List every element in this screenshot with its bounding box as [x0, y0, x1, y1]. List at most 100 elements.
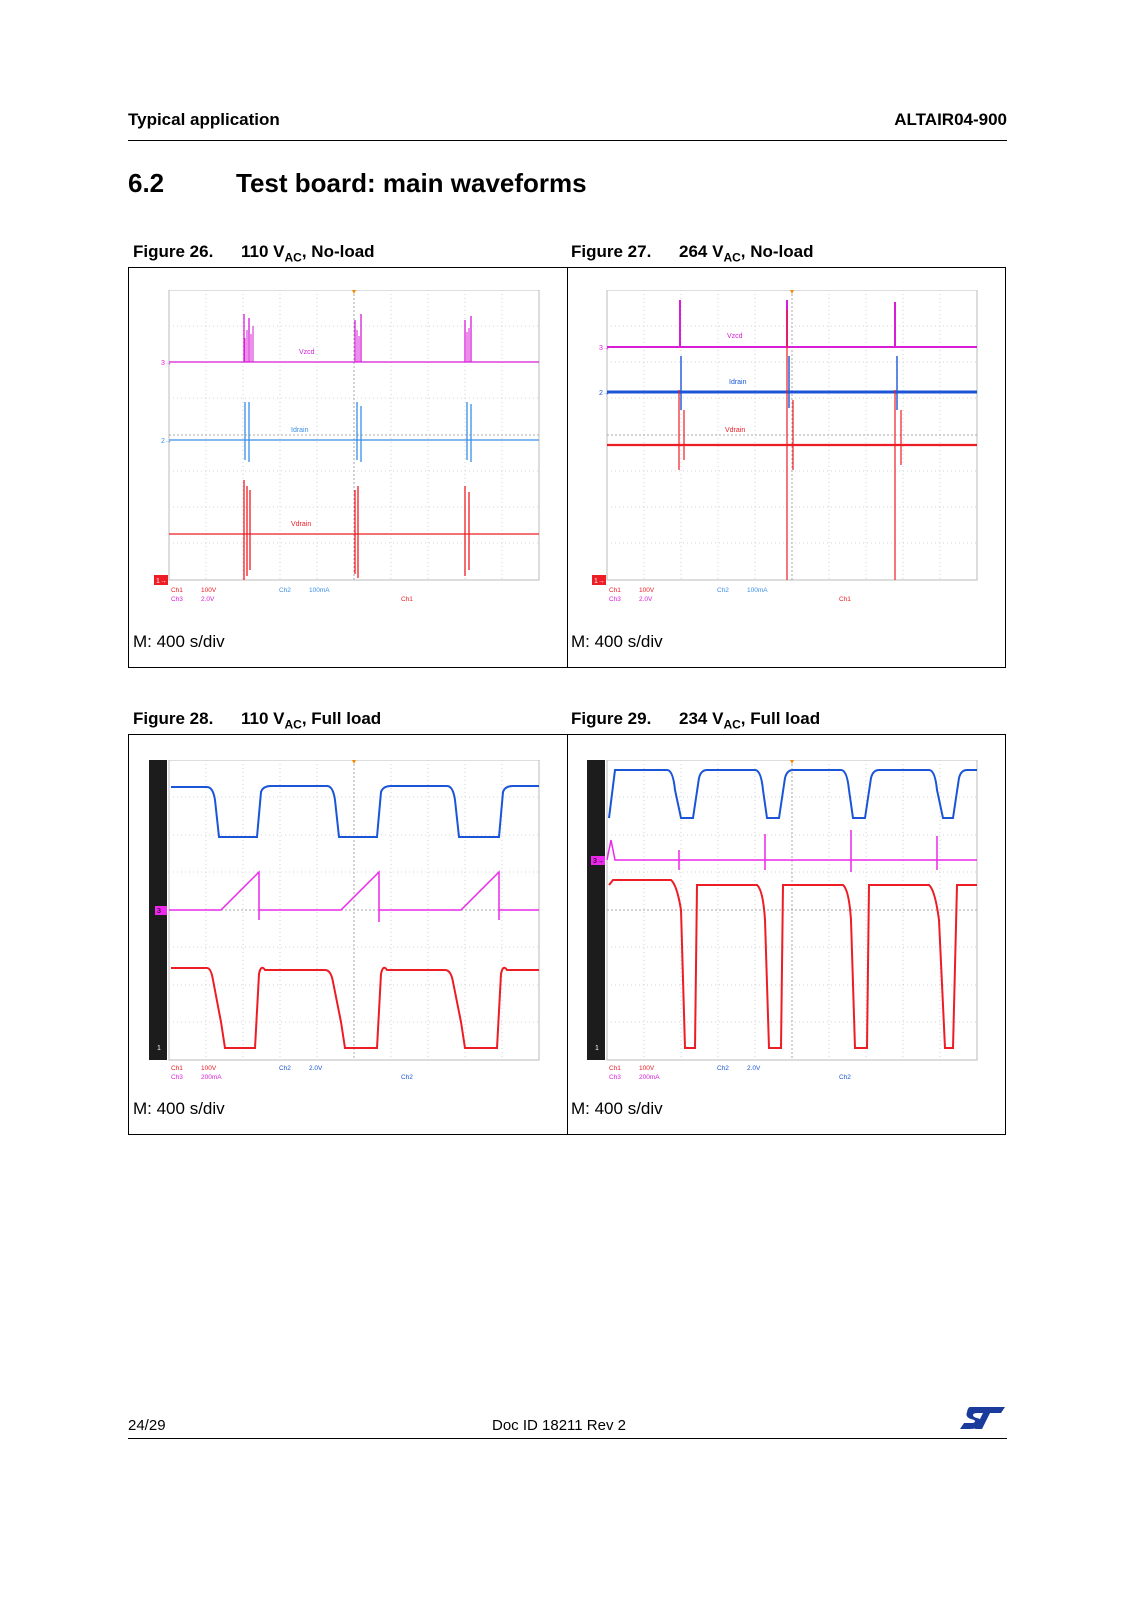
figure-27-voltage: 264 V [679, 242, 724, 261]
readout-ch1-scale: 100V [201, 587, 217, 594]
readout-trigger: Ch2 [401, 1074, 413, 1081]
figure-27-label: Figure 27. [571, 242, 652, 261]
figure-26-trace-label-idrain: Idrain [291, 427, 309, 434]
figure-28-caption: Figure 28. 110 VAC, Full load [133, 709, 381, 731]
readout-ch3: Ch3 [609, 596, 621, 603]
readout-ch2: Ch2 [717, 1065, 729, 1072]
readout-ch2: Ch2 [279, 1065, 291, 1072]
header-rule [128, 140, 1007, 141]
figure-26-suffix: , No-load [301, 242, 375, 261]
st-logo-icon [960, 1407, 1005, 1429]
figure-divider [567, 735, 568, 1134]
figure-26-scope: 3→ 2→ 1→ Vzcd Idrain Vdrain Ch1 100V Ch2… [154, 290, 540, 603]
scope-grid [168, 290, 540, 581]
figure-29-caption: Figure 29. 234 VAC, Full load [571, 709, 820, 731]
figure-26-trace-label-vdrain: Vdrain [291, 521, 311, 528]
trace-vdrain [607, 310, 977, 580]
figure-29-suffix: , Full load [740, 709, 821, 728]
trace-magenta [169, 870, 539, 922]
header-right: ALTAIR04-900 [894, 110, 1007, 129]
trace-red [608, 879, 977, 1049]
channel-markers: 3→ 2→ 1→ [592, 345, 610, 585]
trace-vdrain [169, 480, 539, 580]
readout-ch3-scale: 2.0V [201, 596, 215, 603]
readout-ch2: Ch2 [717, 587, 729, 594]
figure-27-voltage-sub: AC [723, 250, 741, 265]
figure-26-readout: Ch1 100V Ch2 100mA Ch3 2.0V Ch1 [171, 587, 413, 603]
svg-text:1→: 1→ [156, 578, 167, 585]
channel-markers: 3 1 [155, 906, 167, 1052]
figure-27-readout: Ch1 100V Ch2 100mA Ch3 2.0V Ch1 [609, 587, 851, 603]
figure-26-label: Figure 26. [133, 242, 214, 261]
figure-28-scope: 3 1 Ch1 100V Ch2 2.0V Ch3 200mA Ch2 [149, 760, 540, 1081]
readout-ch2-scale: 100mA [309, 587, 330, 594]
figure-28-label: Figure 28. [133, 709, 214, 728]
figure-divider [567, 268, 568, 667]
figure-28-readout: Ch1 100V Ch2 2.0V Ch3 200mA Ch2 [171, 1065, 413, 1081]
channel-markers: 3→ 1 [591, 856, 605, 1052]
figure-row-fullload: 3 1 Ch1 100V Ch2 2.0V Ch3 200mA Ch2 M: 4… [128, 734, 1006, 1135]
figure-26-voltage: 110 V [241, 242, 285, 261]
section-number: 6.2 [128, 168, 165, 198]
header-left: Typical application [128, 110, 280, 129]
trace-red [171, 966, 539, 1049]
readout-ch3-scale: 200mA [639, 1074, 660, 1081]
figure-28-suffix: , Full load [301, 709, 382, 728]
trace-blue [171, 785, 539, 838]
readout-ch1: Ch1 [609, 587, 621, 594]
figure-28-voltage: 110 V [241, 709, 285, 728]
figure-27-caption: Figure 27. 264 VAC, No-load [571, 242, 814, 264]
svg-text:2→: 2→ [599, 390, 610, 397]
figure-26-caption: Figure 26. 110 VAC, No-load [133, 242, 375, 264]
readout-trigger: Ch2 [839, 1074, 851, 1081]
footer-rule [128, 1438, 1007, 1439]
trace-idrain [607, 356, 977, 410]
figure-27-scope: 3→ 2→ 1→ Vzcd Idrain Vdrain Ch1 100V Ch2… [592, 290, 978, 603]
svg-text:3→: 3→ [593, 858, 604, 865]
readout-ch3: Ch3 [171, 1074, 183, 1081]
svg-text:3: 3 [157, 908, 161, 915]
section-title: Test board: main waveforms [236, 168, 587, 198]
figure-27-timebase: M: 400 s/div [571, 632, 663, 651]
scope-grid [606, 760, 978, 1061]
figure-27-suffix: , No-load [740, 242, 814, 261]
readout-trigger: Ch1 [839, 596, 851, 603]
readout-ch1: Ch1 [171, 1065, 183, 1072]
readout-ch3: Ch3 [171, 596, 183, 603]
figure-27-trace-label-vzcd: Vzcd [727, 333, 743, 340]
figure-26-trace-label-vzcd: Vzcd [299, 349, 315, 356]
trace-vzcd [169, 314, 539, 363]
svg-text:2→: 2→ [161, 438, 172, 445]
footer-page-number: 24/29 [128, 1417, 166, 1434]
readout-ch1-scale: 100V [201, 1065, 217, 1072]
readout-ch3-scale: 200mA [201, 1074, 222, 1081]
figure-27-trace-label-vdrain: Vdrain [725, 427, 745, 434]
readout-ch2-scale: 2.0V [309, 1065, 323, 1072]
readout-ch1: Ch1 [609, 1065, 621, 1072]
figure-29-readout: Ch1 100V Ch2 2.0V Ch3 200mA Ch2 [609, 1065, 851, 1081]
svg-text:1: 1 [157, 1045, 161, 1052]
trace-magenta [606, 830, 977, 872]
footer-doc-id: Doc ID 18211 Rev 2 [492, 1417, 626, 1434]
readout-ch3: Ch3 [609, 1074, 621, 1081]
readout-ch3-scale: 2.0V [639, 596, 653, 603]
figure-29-voltage-sub: AC [723, 717, 741, 732]
scope-grid [606, 290, 978, 581]
channel-markers: 3→ 2→ 1→ [154, 360, 172, 585]
readout-ch1-scale: 100V [639, 587, 655, 594]
figure-29-scope: 3→ 1 Ch1 100V Ch2 2.0V Ch3 200mA Ch2 [587, 760, 978, 1081]
figure-29-timebase: M: 400 s/div [571, 1099, 663, 1118]
trace-idrain [169, 402, 539, 462]
figure-28-voltage-sub: AC [284, 717, 302, 732]
figure-29-voltage: 234 V [679, 709, 724, 728]
figure-28-timebase: M: 400 s/div [133, 1099, 225, 1118]
readout-ch1: Ch1 [171, 587, 183, 594]
scope-grid [168, 760, 540, 1061]
svg-text:1→: 1→ [594, 578, 605, 585]
readout-ch2: Ch2 [279, 587, 291, 594]
readout-ch1-scale: 100V [639, 1065, 655, 1072]
readout-ch2-scale: 2.0V [747, 1065, 761, 1072]
svg-text:3→: 3→ [599, 345, 610, 352]
figure-26-voltage-sub: AC [284, 250, 302, 265]
figure-26-timebase: M: 400 s/div [133, 632, 225, 651]
